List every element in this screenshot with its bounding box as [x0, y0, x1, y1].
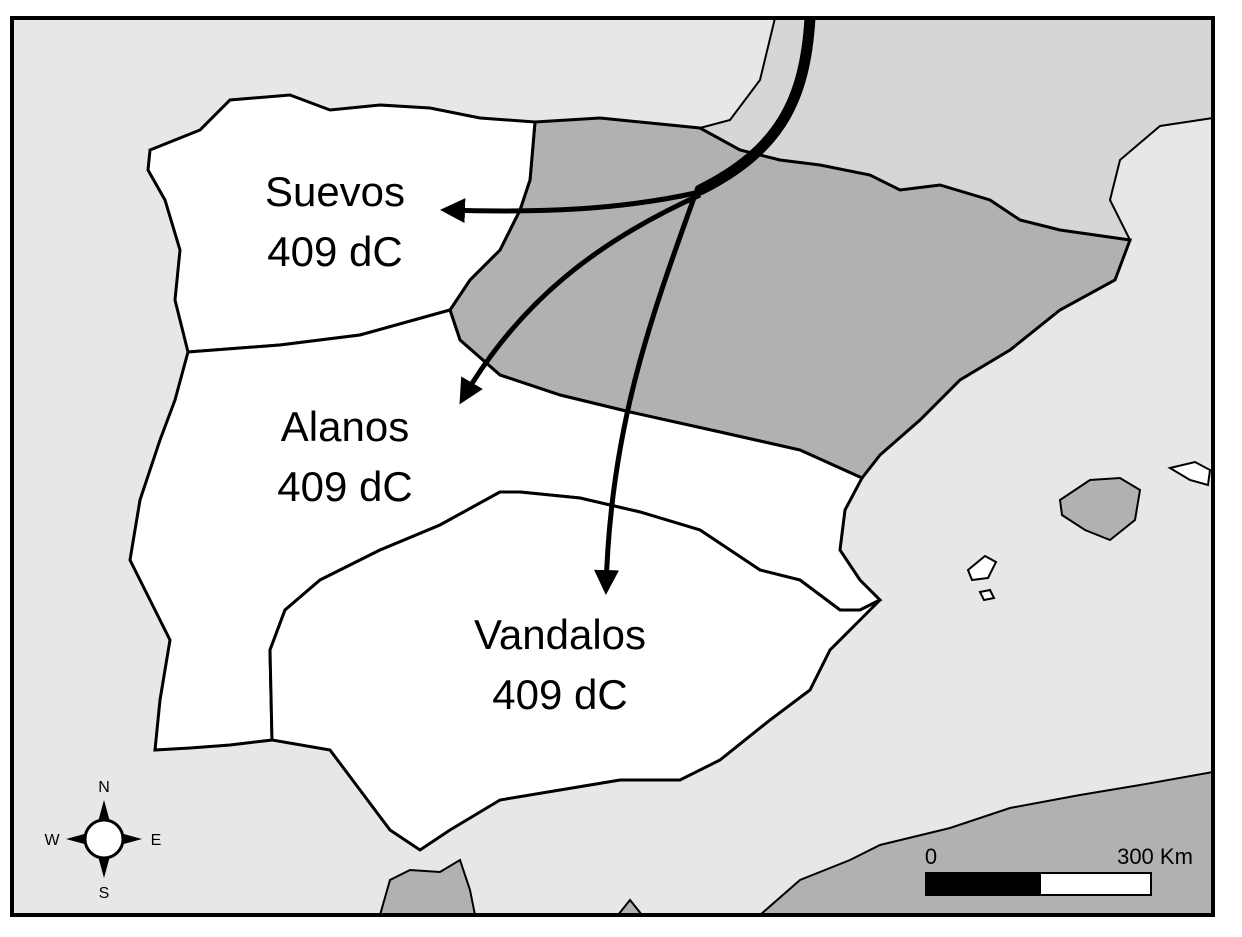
date-alanos: 409 dC [277, 463, 412, 510]
suevos-territory [146, 93, 537, 354]
route-alanos [459, 192, 702, 405]
compass-e: E [151, 832, 162, 849]
compass-circle [83, 818, 125, 860]
label-vandalos: Vandalos [474, 611, 646, 658]
menorca [1167, 460, 1212, 487]
scale-black-segment [925, 872, 1041, 896]
compass-n: N [98, 779, 110, 796]
africa-land [378, 858, 477, 915]
vandalos-territory [268, 490, 882, 852]
compass-w: W [44, 832, 60, 849]
africa-land-mid [616, 898, 644, 915]
route-main [694, 18, 816, 196]
date-vandalos: 409 dC [492, 671, 627, 718]
label-alanos: Alanos [281, 403, 409, 450]
map-frame [10, 16, 1215, 917]
mallorca [1058, 476, 1142, 542]
scale-start: 0 [925, 844, 937, 869]
date-suevos: 409 dC [267, 228, 402, 275]
ibiza [966, 554, 998, 582]
scale-white-segment [1039, 872, 1152, 896]
scale-end: 300 Km [1117, 844, 1193, 869]
formentera [978, 588, 996, 602]
label-suevos: Suevos [265, 168, 405, 215]
route-suevos [440, 189, 701, 224]
scale-bar: 0 300 Km [925, 844, 1193, 896]
compass-east-point [120, 833, 142, 845]
compass-south-point [98, 856, 110, 878]
compass-s: S [99, 885, 110, 902]
compass-west-point [66, 833, 88, 845]
compass-rose: N S W E [44, 779, 161, 902]
route-vandalos [594, 194, 698, 595]
compass-north-point [98, 800, 110, 822]
